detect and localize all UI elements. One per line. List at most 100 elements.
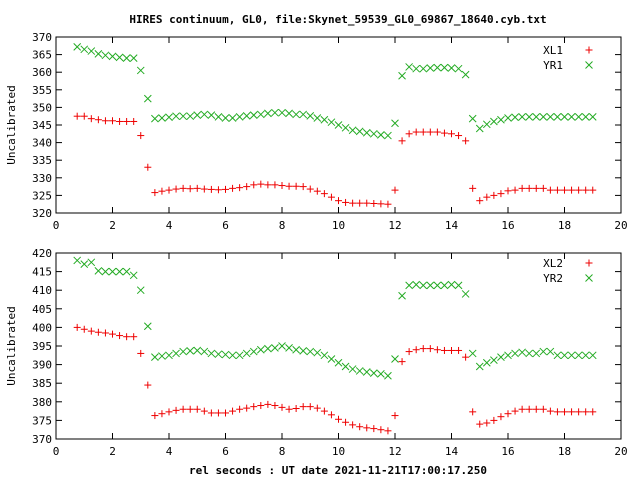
data-point-cross — [264, 344, 272, 353]
data-point-cross — [384, 371, 392, 380]
data-point-plus — [476, 420, 484, 428]
x-tick-label: 16 — [501, 219, 514, 232]
data-point-cross — [73, 256, 82, 265]
data-point-cross — [136, 66, 145, 75]
data-point-plus — [497, 190, 505, 198]
data-point-cross — [546, 113, 555, 121]
data-point-cross — [348, 365, 357, 373]
data-point-plus — [73, 323, 81, 331]
data-point-cross — [299, 346, 308, 355]
data-point-plus — [342, 418, 350, 426]
x-tick-label: 4 — [166, 219, 173, 232]
data-point-cross — [136, 286, 145, 295]
data-point-plus — [553, 186, 561, 194]
data-point-plus — [349, 199, 357, 207]
y-tick-label: 400 — [32, 321, 52, 334]
data-point-cross — [369, 369, 378, 378]
data-point-plus — [561, 186, 568, 194]
data-point-plus — [327, 193, 335, 201]
data-point-plus — [568, 408, 576, 416]
x-tick-label: 8 — [279, 219, 286, 232]
data-point-plus — [320, 407, 328, 415]
legend-label: XL1 — [543, 44, 563, 57]
data-point-cross — [172, 349, 180, 358]
y-tick-label: 355 — [32, 84, 52, 97]
y-axis-label: Uncalibrated — [5, 85, 18, 164]
x-tick-label: 0 — [53, 445, 60, 458]
data-point-plus — [356, 423, 364, 431]
data-point-plus — [186, 185, 194, 193]
data-point-cross — [165, 351, 173, 360]
data-point-cross — [518, 348, 526, 357]
data-point-cross — [574, 351, 583, 360]
data-point-cross — [581, 113, 590, 121]
data-point-cross — [143, 322, 152, 331]
data-point-plus — [462, 353, 470, 361]
data-point-plus — [532, 405, 540, 413]
data-point-plus — [370, 425, 378, 433]
data-point-plus — [158, 187, 166, 195]
data-point-plus — [158, 410, 166, 418]
data-point-plus — [518, 184, 526, 192]
data-point-cross — [588, 351, 597, 360]
data-point-cross — [115, 267, 124, 276]
data-point-plus — [469, 408, 477, 416]
data-point-cross — [285, 344, 293, 352]
data-point-cross — [101, 51, 110, 60]
data-point-cross — [101, 267, 110, 276]
chart-title: HIRES continuum, GL0, file:Skynet_59539_… — [129, 13, 546, 26]
data-point-plus — [87, 115, 95, 123]
data-point-cross — [73, 43, 82, 51]
data-point-cross — [200, 347, 209, 356]
data-point-plus — [349, 421, 357, 429]
data-point-cross — [560, 351, 569, 360]
data-point-plus — [214, 186, 222, 194]
legend-marker — [585, 46, 593, 54]
data-point-plus — [504, 410, 512, 418]
data-point-plus — [575, 408, 583, 416]
y-tick-label: 405 — [32, 303, 52, 316]
data-point-plus — [130, 333, 138, 341]
data-point-plus — [462, 137, 470, 145]
data-point-cross — [539, 113, 548, 121]
data-point-plus — [490, 416, 498, 424]
data-point-cross — [228, 351, 237, 360]
data-point-plus — [123, 333, 131, 341]
data-point-plus — [250, 181, 258, 189]
data-point-plus — [144, 163, 152, 171]
data-point-plus — [518, 405, 526, 413]
data-point-cross — [518, 113, 526, 121]
data-point-plus — [186, 405, 194, 413]
data-point-cross — [440, 281, 449, 290]
data-point-plus — [504, 187, 512, 195]
data-point-cross — [553, 113, 562, 121]
data-point-cross — [574, 113, 583, 121]
data-point-plus — [398, 358, 406, 366]
data-point-cross — [475, 362, 484, 371]
y-tick-label: 350 — [32, 101, 52, 114]
data-point-plus — [426, 345, 434, 353]
data-point-cross — [341, 362, 350, 371]
legend-label: YR2 — [543, 272, 563, 285]
data-point-plus — [264, 400, 272, 408]
data-point-cross — [278, 108, 286, 117]
data-point-plus — [144, 381, 152, 389]
data-point-cross — [151, 353, 159, 362]
data-point-plus — [172, 185, 180, 193]
data-point-cross — [539, 347, 548, 356]
data-point-plus — [299, 403, 307, 411]
data-point-plus — [222, 185, 229, 193]
data-point-cross — [426, 64, 435, 72]
data-point-cross — [320, 115, 329, 124]
data-point-plus — [292, 182, 300, 190]
data-point-cross — [454, 281, 463, 290]
data-point-cross — [129, 54, 138, 62]
data-point-plus — [165, 408, 173, 416]
data-point-cross — [165, 113, 173, 122]
data-point-cross — [115, 53, 124, 62]
data-point-cross — [292, 345, 300, 354]
data-point-plus — [306, 185, 314, 193]
data-point-cross — [377, 370, 385, 378]
data-point-cross — [468, 349, 477, 358]
